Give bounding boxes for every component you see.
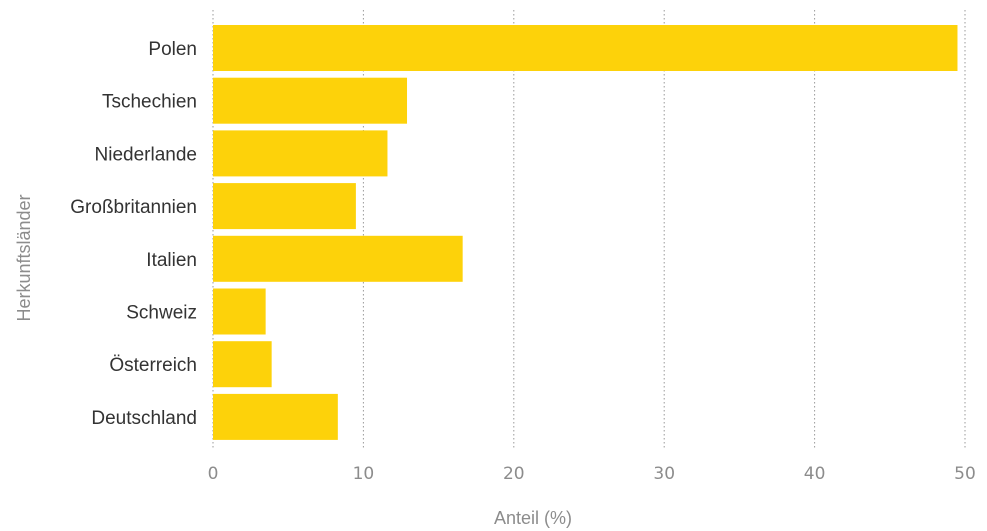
category-labels: Polen Tschechien Niederlande Großbritannien… <box>70 39 197 429</box>
bar <box>213 130 388 177</box>
bar <box>213 25 958 71</box>
x-axis-title: Anteil (%) <box>494 508 572 528</box>
bar <box>213 341 272 388</box>
category-label: Polen <box>148 39 197 60</box>
y-axis-title: Herkunftsländer <box>14 194 34 321</box>
bar <box>213 288 266 335</box>
category-label: Schweiz <box>126 303 197 324</box>
gridlines <box>212 10 966 450</box>
bar <box>213 77 408 124</box>
category-label: Tschechien <box>102 92 197 113</box>
x-tick-label: 50 <box>954 464 976 484</box>
category-label: Österreich <box>109 355 197 376</box>
bar <box>213 235 463 282</box>
x-tick-label: 10 <box>353 464 375 484</box>
x-tick-label: 0 <box>208 464 219 484</box>
bar <box>213 183 356 230</box>
bars <box>213 25 958 440</box>
category-label: Deutschland <box>91 408 197 429</box>
category-label: Großbritannien <box>70 197 197 218</box>
category-label: Italien <box>146 250 197 271</box>
bar <box>213 393 338 440</box>
x-tick-labels: 0 10 20 30 40 50 <box>208 464 976 484</box>
category-label: Niederlande <box>95 144 197 165</box>
x-tick-label: 30 <box>653 464 675 484</box>
x-tick-label: 40 <box>804 464 826 484</box>
x-tick-label: 20 <box>503 464 525 484</box>
